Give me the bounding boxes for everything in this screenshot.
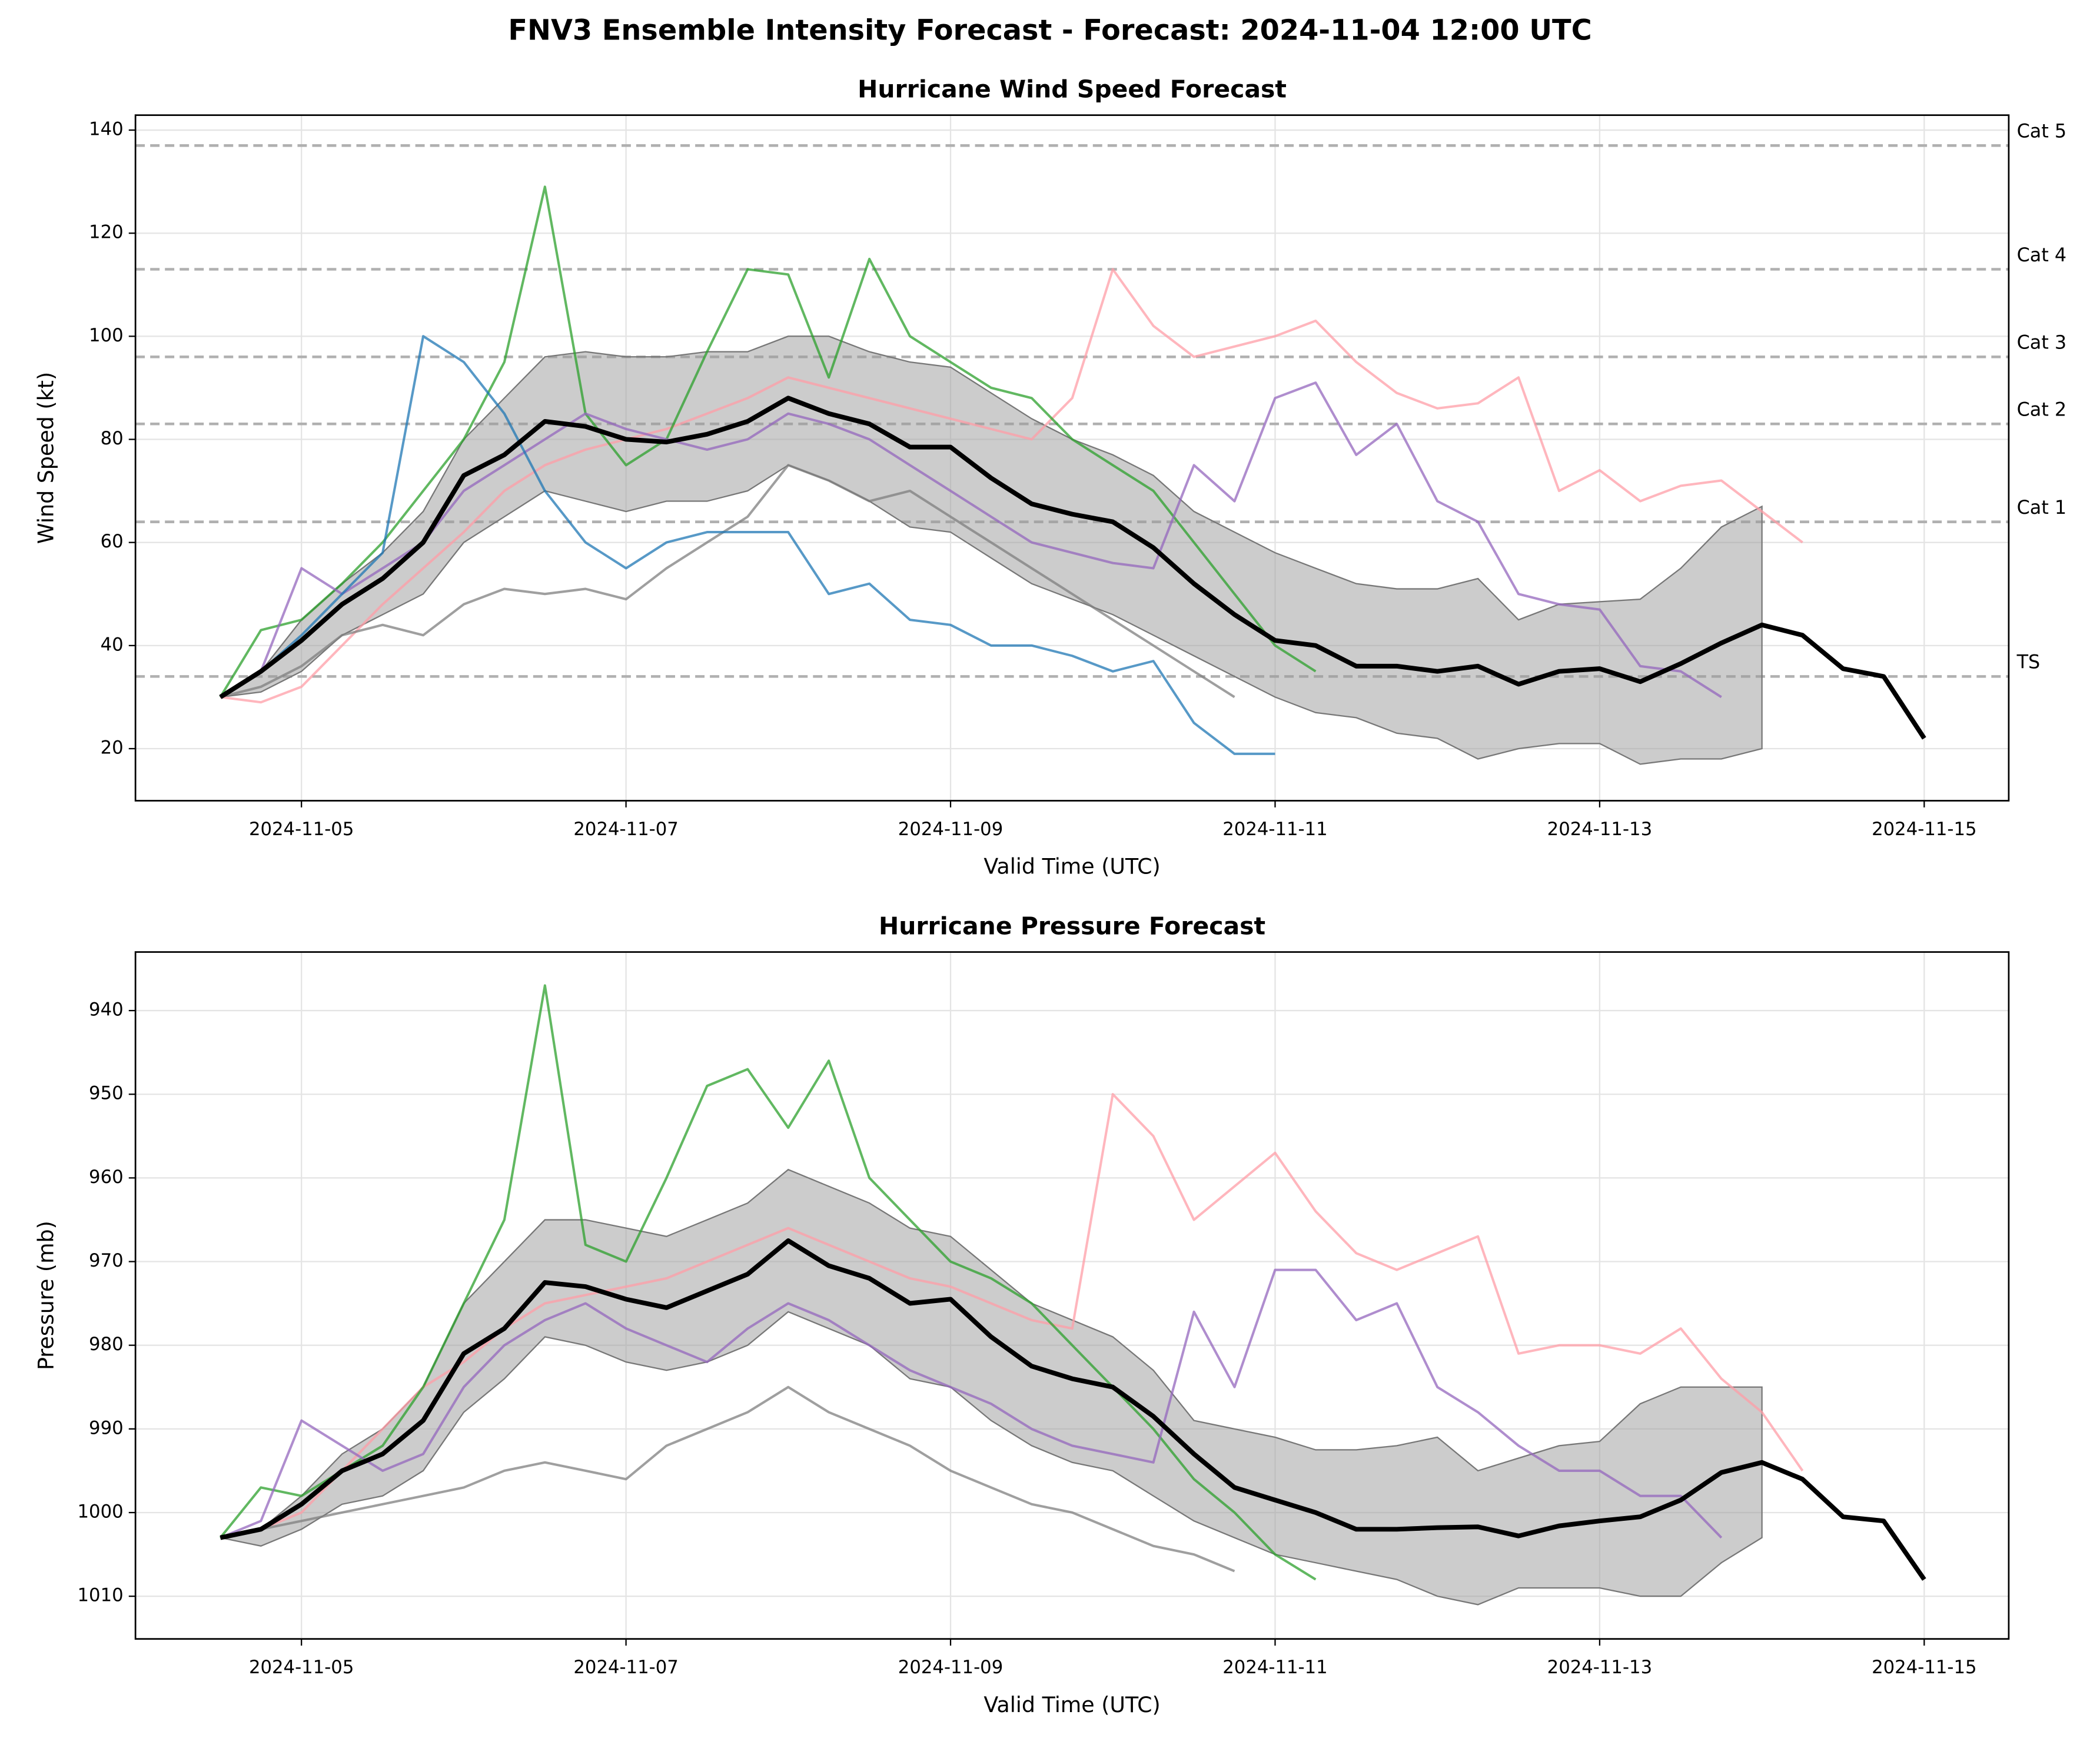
y-tick-label: 940	[89, 999, 124, 1021]
x-axis-label: Valid Time (UTC)	[983, 1692, 1160, 1717]
x-tick-label: 2024-11-11	[1222, 1657, 1327, 1678]
y-tick-label: 1010	[78, 1585, 124, 1606]
x-tick-label: 2024-11-11	[1222, 819, 1327, 840]
member-line	[220, 381, 1722, 699]
category-label: Cat 2	[2017, 398, 2067, 421]
member-line	[220, 335, 1275, 755]
member-line	[220, 1385, 1235, 1573]
x-tick-label: 2024-11-05	[249, 1657, 354, 1678]
y-tick-label: 1000	[78, 1501, 124, 1522]
spread-band	[220, 335, 1763, 765]
y-tick-label: 970	[89, 1250, 124, 1271]
y-tick-label: 140	[89, 119, 124, 140]
x-tick-label: 2024-11-09	[898, 1657, 1003, 1678]
y-axis-label: Pressure (mb)	[33, 1221, 58, 1370]
category-label: TS	[2016, 651, 2041, 673]
member-line	[219, 185, 1317, 698]
x-tick-label: 2024-11-07	[573, 1657, 678, 1678]
y-tick-label: 990	[89, 1417, 124, 1438]
member-line	[220, 268, 1803, 704]
member-line	[219, 984, 1317, 1581]
category-label: Cat 4	[2017, 244, 2067, 266]
axes-title: Hurricane Pressure Forecast	[879, 912, 1265, 941]
mean-line	[219, 396, 1926, 740]
member-line	[220, 464, 1235, 699]
category-label: Cat 5	[2017, 120, 2067, 142]
y-tick-label: 960	[89, 1167, 124, 1188]
x-tick-label: 2024-11-13	[1547, 1657, 1652, 1678]
member-line	[220, 1093, 1804, 1539]
y-tick-label: 950	[89, 1083, 124, 1104]
x-tick-label: 2024-11-13	[1547, 819, 1652, 840]
x-axis-label: Valid Time (UTC)	[983, 854, 1160, 879]
axes-title: Hurricane Wind Speed Forecast	[858, 75, 1287, 104]
plot-area	[135, 144, 2009, 765]
mean-line	[220, 1238, 1926, 1581]
member-line	[220, 1268, 1723, 1539]
category-label: Cat 1	[2017, 496, 2067, 519]
category-label: Cat 3	[2017, 331, 2067, 354]
y-tick-label: 60	[101, 531, 124, 552]
y-tick-label: 40	[101, 634, 124, 655]
axes-frame	[134, 114, 2010, 802]
x-tick-label: 2024-11-07	[573, 819, 678, 840]
y-tick-label: 120	[89, 222, 124, 243]
y-tick-label: 20	[101, 737, 124, 759]
x-tick-label: 2024-11-15	[1872, 1657, 1976, 1678]
x-tick-label: 2024-11-15	[1872, 819, 1976, 840]
plot-area	[219, 984, 1926, 1606]
y-tick-label: 80	[101, 428, 124, 449]
y-axis-label: Wind Speed (kt)	[33, 372, 58, 544]
axes-frame	[134, 951, 2010, 1640]
x-tick-label: 2024-11-09	[898, 819, 1003, 840]
y-tick-label: 100	[89, 325, 124, 346]
x-tick-label: 2024-11-05	[249, 819, 354, 840]
figure-title: FNV3 Ensemble Intensity Forecast - Forec…	[508, 15, 1591, 47]
y-tick-label: 980	[89, 1334, 124, 1355]
